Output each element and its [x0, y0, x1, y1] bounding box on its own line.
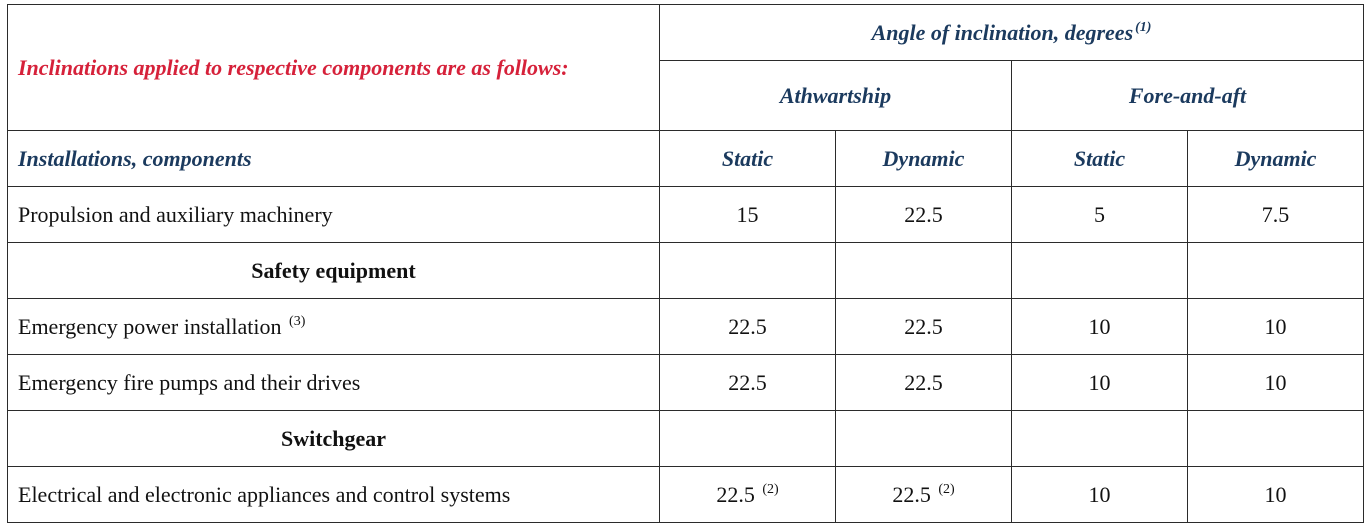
fa-dynamic-value: 10 — [1186, 298, 1365, 355]
row-footnote-ref: (3) — [289, 313, 306, 329]
fa-static-value: 10 — [1011, 298, 1188, 355]
value-text: 22.5 — [892, 481, 931, 507]
section-row: Safety equipment — [7, 242, 1365, 299]
fa-static-value: 5 — [1011, 186, 1188, 243]
ath-dynamic-value: 22.5 (2) — [835, 466, 1012, 523]
row-label: Emergency fire pumps and their drives — [7, 354, 660, 411]
row-label: Emergency power installation (3) — [7, 298, 660, 355]
angle-footnote-ref: (1) — [1135, 19, 1152, 35]
ath-dynamic-value: 22.5 — [835, 354, 1012, 411]
header-row-direction: Athwartship Fore-and-aft — [8, 60, 1365, 131]
installations-header: Installations, components — [7, 130, 660, 187]
table-row: Electrical and electronic appliances and… — [7, 466, 1365, 523]
ath-dynamic-header: Dynamic — [835, 130, 1012, 187]
value-footnote-ref: (2) — [762, 481, 779, 497]
intro-text: Inclinations applied to respective compo… — [18, 54, 569, 80]
fa-static-header: Static — [1011, 130, 1188, 187]
fa-dynamic-value: 10 — [1186, 466, 1365, 523]
fa-static-value: 10 — [1011, 466, 1188, 523]
angle-header-text: Angle of inclination, degrees — [871, 19, 1134, 45]
fa-dynamic-header: Dynamic — [1186, 130, 1365, 187]
ath-static-value: 22.5 — [659, 354, 836, 411]
section-heading-safety: Safety equipment — [7, 242, 660, 299]
section-heading-switchgear: Switchgear — [7, 410, 660, 467]
inclination-table: Inclinations applied to respective compo… — [7, 4, 1365, 523]
ath-static-value: 22.5 (2) — [659, 466, 836, 523]
ath-static-value: 15 — [659, 186, 836, 243]
header-row-angle: Inclinations applied to respective compo… — [7, 4, 1365, 131]
empty-cell — [1011, 242, 1188, 299]
table-row: Emergency fire pumps and their drives 22… — [7, 354, 1365, 411]
ath-static-header: Static — [659, 130, 836, 187]
empty-cell — [659, 410, 836, 467]
section-row: Switchgear — [7, 410, 1365, 467]
fore-and-aft-header: Fore-and-aft — [1010, 60, 1365, 131]
empty-cell — [835, 410, 1012, 467]
header-row-columns: Installations, components Static Dynamic… — [7, 130, 1365, 187]
angle-header: Angle of inclination, degrees (1) — [658, 4, 1365, 61]
fa-static-value: 10 — [1011, 354, 1188, 411]
table-row: Propulsion and auxiliary machinery 15 22… — [7, 186, 1365, 243]
empty-cell — [835, 242, 1012, 299]
intro-heading: Inclinations applied to respective compo… — [7, 4, 660, 131]
empty-cell — [1011, 410, 1188, 467]
row-label: Electrical and electronic appliances and… — [7, 466, 660, 523]
table-row: Emergency power installation (3) 22.5 22… — [7, 298, 1365, 355]
athwartship-header: Athwartship — [659, 60, 1012, 131]
ath-static-value: 22.5 — [659, 298, 836, 355]
row-label: Propulsion and auxiliary machinery — [7, 186, 660, 243]
value-footnote-ref: (2) — [938, 481, 955, 497]
empty-cell — [659, 242, 836, 299]
row-label-text: Emergency power installation — [18, 313, 282, 339]
empty-cell — [1186, 410, 1365, 467]
value-text: 22.5 — [716, 481, 755, 507]
fa-dynamic-value: 7.5 — [1186, 186, 1365, 243]
fa-dynamic-value: 10 — [1186, 354, 1365, 411]
ath-dynamic-value: 22.5 — [835, 186, 1012, 243]
ath-dynamic-value: 22.5 — [835, 298, 1012, 355]
empty-cell — [1186, 242, 1365, 299]
